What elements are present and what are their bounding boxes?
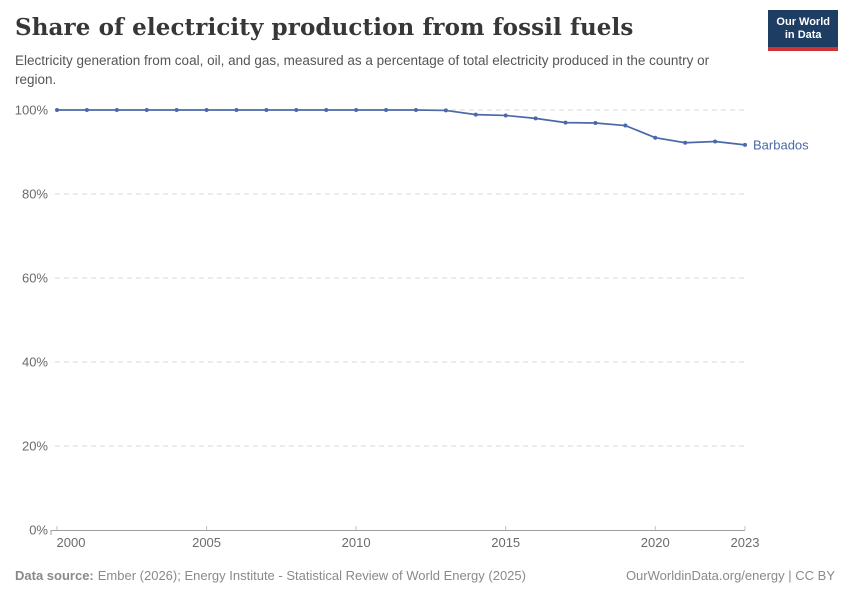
y-tick-label: 0% [29,523,48,538]
data-point [294,108,299,112]
x-tick-label: 2023 [731,535,760,550]
data-point [234,108,239,112]
data-point [683,140,688,145]
y-tick-label: 20% [22,439,48,454]
owid-logo-line1: Our World [776,16,830,28]
attribution: OurWorldinData.org/energy | CC BY [625,568,835,583]
data-point [413,108,418,112]
data-source-text: Ember (2026); Energy Institute - Statist… [97,568,526,583]
y-tick-label: 80% [22,187,48,202]
data-source-label: Data source: [15,568,94,583]
owid-logo-line2: in Data [784,29,822,41]
data-point [144,108,149,112]
data-point [384,108,389,112]
data-point [623,123,628,128]
data-point [84,108,89,112]
data-point [264,108,269,112]
data-point [443,108,448,113]
x-tick-label: 2015 [491,535,520,550]
chart-footer: Data source: Ember (2026); Energy Institu… [15,568,835,583]
x-tick-label: 2010 [342,535,371,550]
y-tick-label: 100% [15,103,49,118]
data-point [743,142,747,147]
data-point [473,112,478,117]
data-point [174,108,179,112]
data-point [653,135,658,140]
data-point [503,113,508,118]
data-point [593,121,598,126]
data-point [563,120,568,125]
data-line [57,109,746,146]
y-tick-label: 40% [22,355,48,370]
y-tick-label: 60% [22,271,48,286]
x-tick-label: 2000 [57,535,86,550]
data-point [55,108,59,112]
data-point [204,108,209,112]
chart-subtitle: Electricity generation from coal, oil, a… [15,53,710,87]
data-point [533,116,538,121]
owid-logo: Our World in Data [768,10,838,51]
data-point [713,139,718,144]
data-point [114,108,119,112]
x-tick-label: 2005 [192,535,221,550]
series-label: Barbados [753,137,809,152]
data-point [354,108,359,112]
data-source: Data source: Ember (2026); Energy Institu… [15,568,526,583]
x-tick-label: 2020 [641,535,670,550]
data-point [324,108,329,112]
chart-title: Share of electricity production from fos… [15,14,634,41]
